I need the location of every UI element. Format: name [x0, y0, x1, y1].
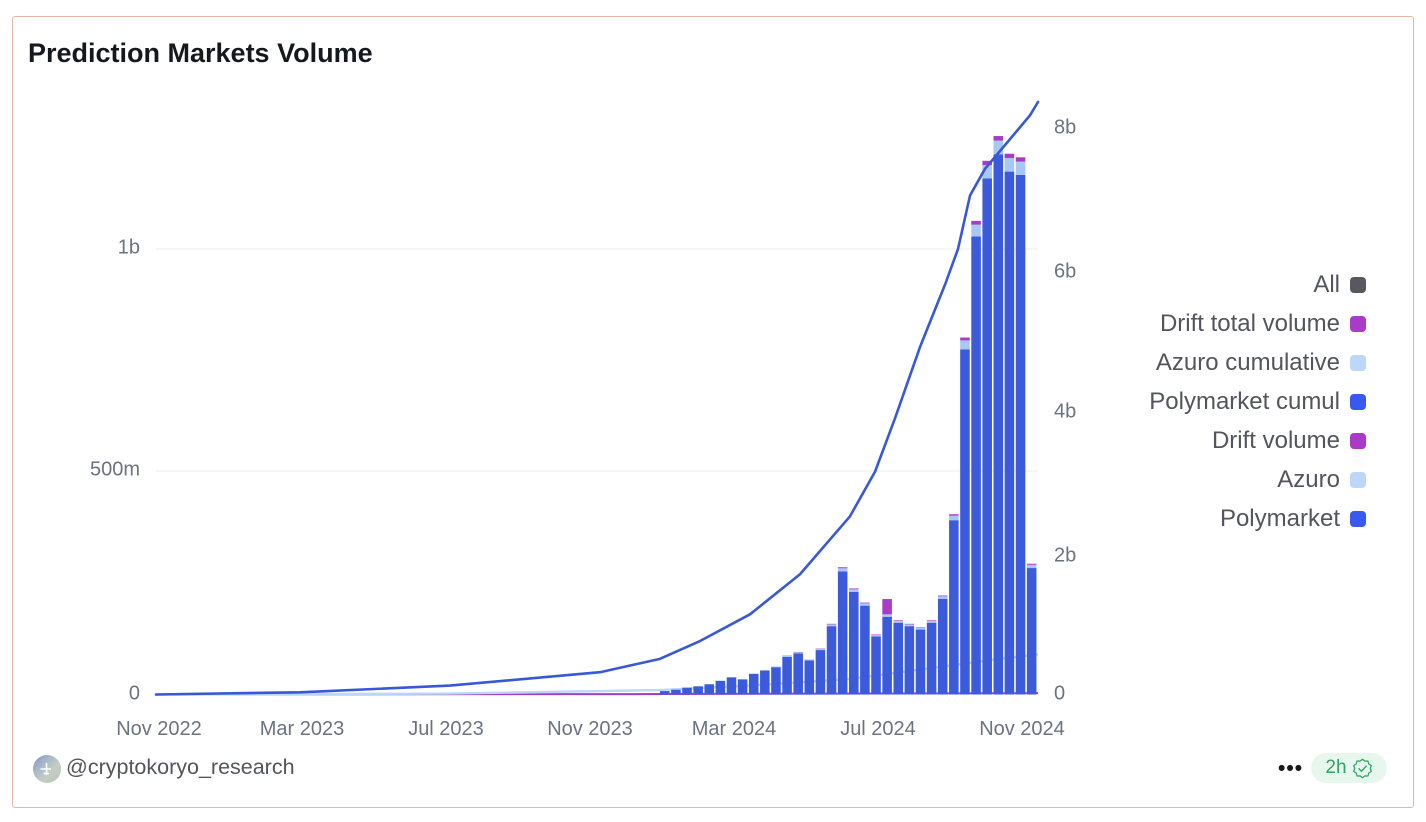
svg-text:1b: 1b — [118, 237, 140, 259]
svg-text:Mar 2024: Mar 2024 — [692, 718, 777, 740]
svg-text:Jul 2024: Jul 2024 — [840, 718, 916, 740]
svg-text:0: 0 — [1054, 683, 1065, 705]
svg-text:2b: 2b — [1054, 545, 1076, 567]
svg-text:Nov 2022: Nov 2022 — [116, 718, 202, 740]
svg-text:Nov 2023: Nov 2023 — [547, 718, 633, 740]
svg-text:Nov 2024: Nov 2024 — [979, 718, 1065, 740]
svg-text:500m: 500m — [90, 459, 140, 481]
svg-text:6b: 6b — [1054, 261, 1076, 283]
svg-text:4b: 4b — [1054, 401, 1076, 423]
svg-text:8b: 8b — [1054, 117, 1076, 139]
svg-text:Jul 2023: Jul 2023 — [408, 718, 484, 740]
svg-text:Mar 2023: Mar 2023 — [260, 718, 345, 740]
svg-text:0: 0 — [129, 683, 140, 705]
